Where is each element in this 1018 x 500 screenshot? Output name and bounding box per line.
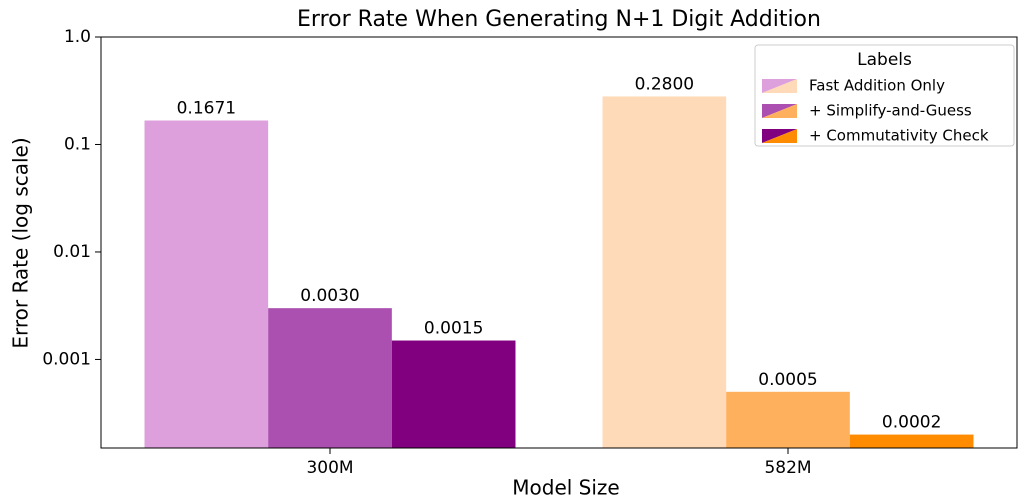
x-tick-label: 300M <box>306 458 353 478</box>
value-label: 0.0005 <box>758 370 817 390</box>
y-tick-label: 0.01 <box>53 242 91 262</box>
legend-box <box>754 44 1015 147</box>
value-label: 0.0002 <box>882 413 941 433</box>
bar <box>144 120 269 448</box>
x-tick-label: 582M <box>764 458 811 478</box>
value-label: 0.2800 <box>635 74 694 94</box>
bar <box>602 96 727 449</box>
value-label: 0.1671 <box>177 99 236 119</box>
bar <box>268 308 392 448</box>
value-label: 0.0015 <box>424 319 483 339</box>
chart-title: Error Rate When Generating N+1 Digit Add… <box>297 7 821 32</box>
plot-frame <box>100 36 1018 449</box>
legend-label: Fast Addition Only <box>809 77 945 95</box>
y-axis-label: Error Rate (log scale) <box>9 137 33 348</box>
x-axis-label: Model Size <box>512 476 619 500</box>
bar <box>726 391 850 448</box>
legend-swatch <box>762 79 797 93</box>
y-tick-label: 0.1 <box>64 134 91 154</box>
legend-label: + Commutativity Check <box>809 127 989 145</box>
legend-swatch <box>762 129 797 143</box>
legend-swatch <box>762 104 797 118</box>
value-label: 0.0030 <box>300 286 359 306</box>
y-tick-label: 1.0 <box>64 27 91 47</box>
legend-title: Labels <box>857 50 912 70</box>
y-tick-label: 0.001 <box>42 349 91 369</box>
bar <box>849 434 974 448</box>
legend-label: + Simplify-and-Guess <box>809 102 972 120</box>
bar <box>391 340 516 448</box>
